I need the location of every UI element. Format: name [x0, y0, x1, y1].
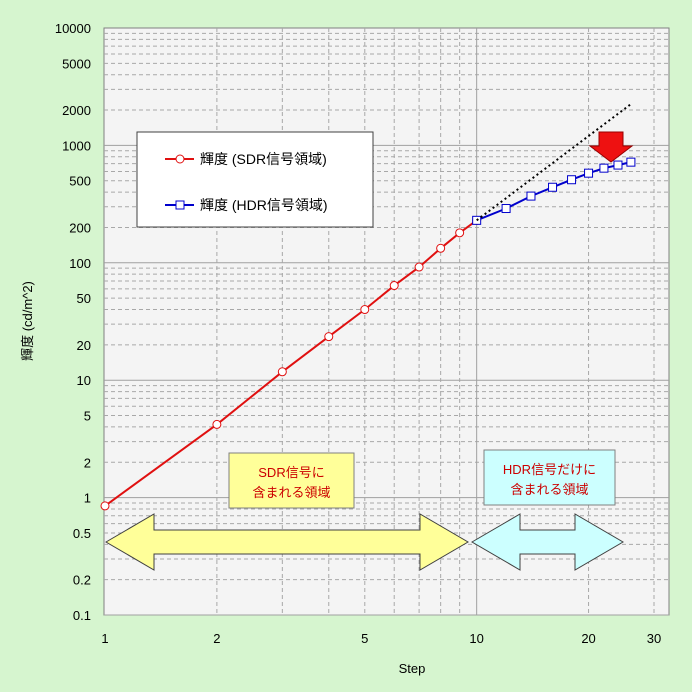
- data-point-hdr: [526, 191, 536, 201]
- y-tick-label: 20: [77, 338, 91, 353]
- y-tick-label: 200: [69, 220, 91, 235]
- x-tick-label: 20: [581, 631, 595, 646]
- legend-marker: [175, 200, 185, 210]
- data-point-sdr: [100, 501, 110, 511]
- legend-marker: [175, 154, 185, 164]
- x-tick-label: 5: [361, 631, 368, 646]
- y-tick-label: 5000: [62, 56, 91, 71]
- hdr-note-line2: 含まれる領域: [510, 482, 588, 497]
- data-point-hdr: [501, 204, 511, 214]
- sdr-note-line1: SDR信号に: [258, 465, 324, 480]
- legend-box: [136, 131, 374, 228]
- hdr-note-box: [483, 449, 616, 506]
- data-point-sdr: [277, 367, 287, 377]
- data-point-hdr: [548, 182, 558, 192]
- y-tick-label: 5: [84, 409, 91, 424]
- y-tick-label: 10000: [55, 21, 91, 36]
- legend-label: 輝度 (SDR信号領域): [200, 151, 327, 167]
- sdr-note-line2: 含まれる領域: [252, 485, 330, 500]
- y-axis-title: 輝度 (cd/m^2): [20, 281, 35, 361]
- data-point-hdr: [584, 168, 594, 178]
- y-tick-label: 0.5: [73, 526, 91, 541]
- y-tick-label: 1: [84, 491, 91, 506]
- tick-labels: 0.1 0.2 0.5 1 2 5 10 20 50 100 200 500 1000 2000 5000 1…: [55, 21, 661, 646]
- y-tick-label: 0.1: [73, 608, 91, 623]
- x-tick-label: 30: [647, 631, 661, 646]
- data-point-sdr: [436, 243, 446, 253]
- series-layer: [100, 103, 636, 511]
- x-tick-label: 2: [213, 631, 220, 646]
- sdr-note-box: [228, 452, 355, 509]
- hdr-note-line1: HDR信号だけに: [503, 462, 596, 477]
- data-point-sdr: [455, 228, 465, 238]
- legend-label: 輝度 (HDR信号領域): [200, 197, 328, 213]
- y-tick-label: 100: [69, 256, 91, 271]
- data-point-sdr: [414, 262, 424, 272]
- data-point-sdr: [389, 281, 399, 291]
- series-line-3: [476, 103, 632, 222]
- data-point-hdr: [626, 157, 636, 167]
- legend: 輝度 (SDR信号領域) 輝度 (HDR信号領域): [136, 131, 374, 228]
- data-point-hdr: [567, 175, 577, 185]
- data-point-sdr: [212, 419, 222, 429]
- hdr-range-arrow: [471, 513, 624, 571]
- data-point-sdr: [324, 332, 334, 342]
- down-arrow-icon: [588, 131, 634, 163]
- y-tick-label: 50: [77, 291, 91, 306]
- y-tick-label: 500: [69, 174, 91, 189]
- x-tick-label: 1: [101, 631, 108, 646]
- x-tick-label: 10: [469, 631, 483, 646]
- y-tick-label: 2: [84, 455, 91, 470]
- y-tick-label: 1000: [62, 138, 91, 153]
- y-tick-label: 0.2: [73, 573, 91, 588]
- data-point-sdr: [360, 305, 370, 315]
- y-tick-label: 2000: [62, 103, 91, 118]
- sdr-range-arrow: [105, 513, 469, 571]
- data-point-hdr: [472, 215, 482, 225]
- data-point-hdr: [599, 163, 609, 173]
- x-axis-title: Step: [399, 661, 426, 676]
- data-point-hdr: [613, 160, 623, 170]
- series-line-1: [104, 219, 478, 507]
- y-tick-label: 10: [77, 373, 91, 388]
